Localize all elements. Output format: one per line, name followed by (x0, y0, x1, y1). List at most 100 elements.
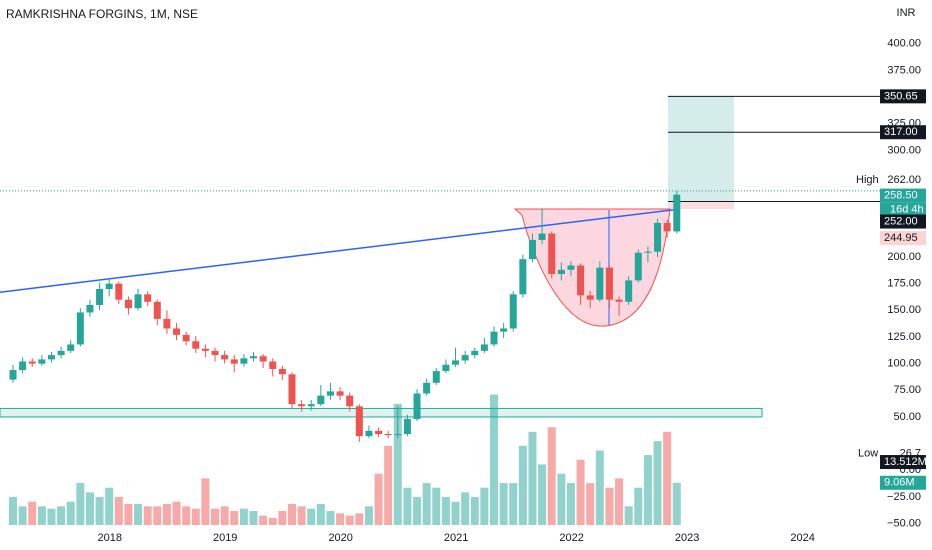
candle-body (86, 304, 94, 313)
candle-body (625, 280, 633, 302)
candle-body (375, 430, 383, 435)
volume-bar (663, 431, 672, 525)
support-zone (0, 407, 763, 418)
volume-last-tag: 9.06M (884, 477, 915, 489)
y-tick-label: 400.00 (887, 38, 921, 50)
candle-body (413, 393, 421, 420)
y-tick-label: 200.00 (887, 251, 921, 263)
volume-bar (653, 441, 662, 525)
volume-bar (499, 483, 508, 525)
candle-body (654, 222, 662, 252)
candle-body (567, 265, 575, 270)
volume-bar (538, 464, 547, 525)
volume-bar (153, 506, 162, 525)
candle-body (355, 406, 363, 437)
candle-body (528, 239, 536, 260)
volume-bar (672, 482, 681, 525)
candle-body (298, 404, 306, 407)
candle-body (288, 374, 296, 405)
y-tick-label: −50.00 (887, 518, 921, 530)
candle-body (28, 361, 36, 364)
candle-body (615, 299, 623, 302)
candle-body (105, 283, 113, 289)
volume-bar (355, 513, 364, 525)
volume-bar (528, 431, 537, 525)
candle-body (634, 252, 642, 281)
candle-body (500, 328, 508, 332)
volume-bar (9, 497, 17, 525)
candle-body (336, 391, 344, 396)
volume-bar (143, 506, 152, 525)
volume-bar (172, 501, 181, 525)
candle-body (317, 395, 325, 405)
volume-bar (595, 450, 604, 525)
volume-bar (211, 508, 220, 525)
volume-bar (114, 497, 123, 525)
volume-bar (28, 501, 37, 525)
volume-bar (461, 492, 470, 525)
candle-body (557, 269, 565, 275)
level-tag-bg (880, 125, 926, 140)
candle-body (586, 295, 594, 300)
volume-bar (634, 487, 643, 525)
high-value: 262.00 (887, 174, 921, 186)
candle-body (269, 361, 277, 369)
last-tag: 258.50 (884, 190, 918, 202)
candle-body (57, 350, 65, 356)
candle-body (192, 341, 200, 349)
x-tick-label: 2021 (444, 532, 468, 544)
volume-bar (384, 445, 393, 525)
volume-bar (364, 506, 373, 525)
candle-body (577, 265, 585, 296)
volume-bar (509, 483, 518, 525)
volume-bar (432, 487, 441, 525)
candle-body (124, 299, 132, 309)
last-tag-bg (880, 188, 926, 203)
stop-tag: 244.95 (884, 232, 918, 244)
countdown-bg (880, 202, 926, 217)
target-zone (668, 96, 734, 202)
candle-body (259, 356, 267, 362)
candle-body (115, 283, 123, 300)
candle-body (673, 194, 681, 232)
candle-body (432, 371, 440, 383)
volume-bar (576, 459, 585, 525)
x-tick-label: 2024 (790, 532, 814, 544)
volume-bar (268, 518, 277, 525)
volume-bar (547, 427, 556, 525)
volume-bar (278, 511, 287, 525)
volume-bar (470, 497, 479, 525)
chart-title: RAMKRISHNA FORGINS, 1M, NSE (6, 7, 198, 21)
y-tick-label: 175.00 (887, 278, 921, 290)
candle-body (461, 355, 469, 361)
y-tick-label: 50.00 (893, 411, 921, 423)
candle-body (9, 370, 17, 380)
volume-bar (490, 394, 498, 525)
candle-body (278, 368, 286, 375)
currency-label: INR (897, 7, 916, 19)
y-tick-label: 100.00 (887, 358, 921, 370)
volume-bar (230, 511, 239, 525)
candle-body (663, 222, 671, 232)
candle-body (182, 334, 190, 342)
volume-bar (18, 506, 27, 525)
stop-tag-bg (880, 231, 926, 246)
volume-bar (451, 501, 460, 525)
volume-bar (518, 445, 527, 525)
volume-bar (201, 478, 210, 525)
candle-body (76, 312, 84, 345)
countdown: 16d 4h (890, 204, 924, 216)
target-tag: 350.65 (884, 90, 918, 102)
candle-body (384, 434, 392, 436)
volume-bar (95, 497, 104, 525)
x-tick-label: 2018 (97, 532, 121, 544)
volume-bar (297, 506, 306, 525)
entry-tag: 252.00 (884, 215, 918, 227)
volume-ma-tag-bg (880, 455, 926, 470)
y-tick-label: 75.00 (893, 384, 921, 396)
volume-bar (66, 501, 75, 525)
candle-body (509, 294, 517, 329)
x-tick-label: 2023 (675, 532, 699, 544)
candle-body (163, 318, 171, 329)
